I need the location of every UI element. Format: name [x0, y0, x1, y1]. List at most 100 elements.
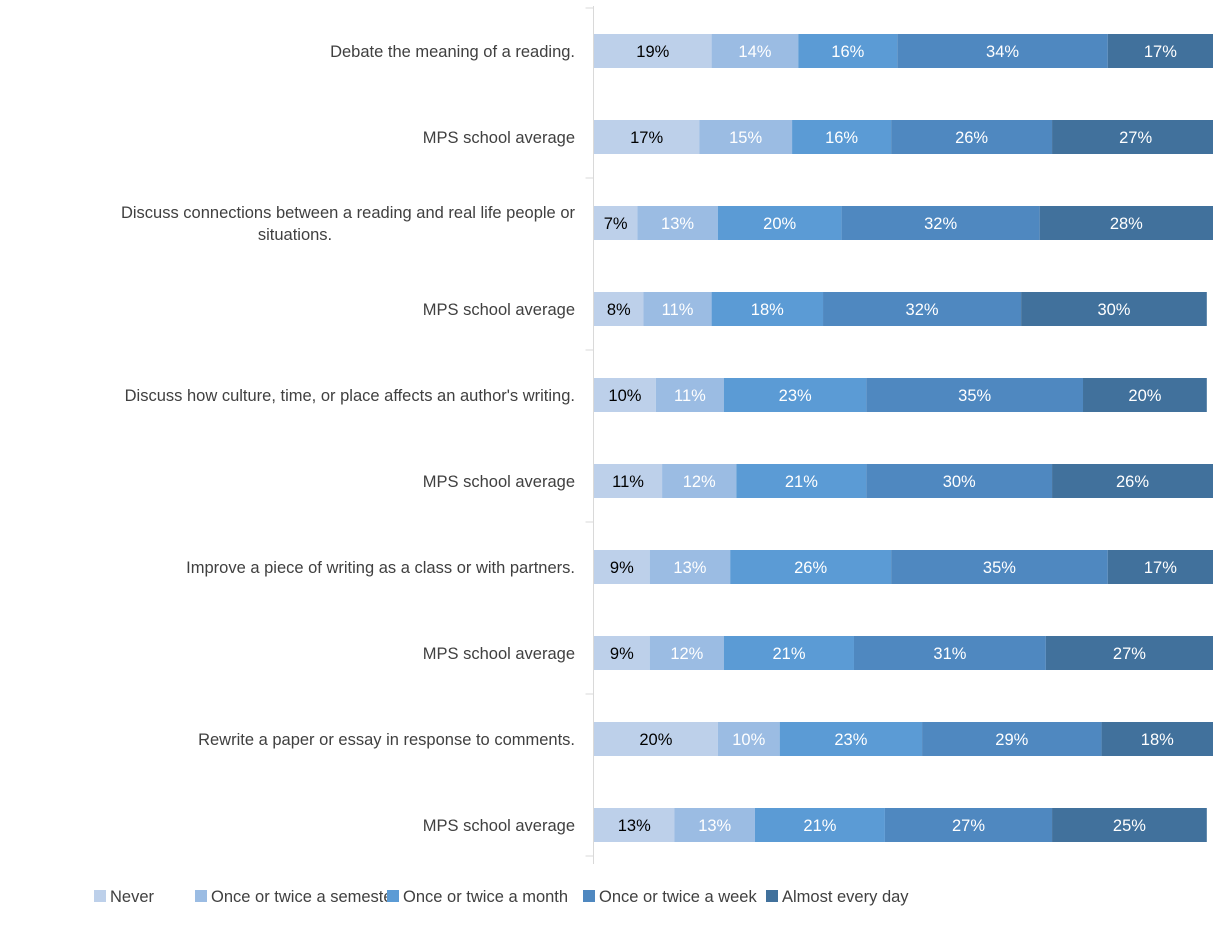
data-label-once-or-twice-a-week-row-9: 29%	[995, 731, 1028, 749]
category-label-row-6: MPS school average	[423, 473, 575, 491]
legend-label-almost-every-day: Almost every day	[782, 888, 909, 906]
bar-never-row-3	[594, 206, 638, 240]
bar-almost-every-day-row-1	[1107, 34, 1213, 68]
legend-label-once-or-twice-a-month: Once or twice a month	[403, 888, 568, 906]
data-label-once-or-twice-a-month-row-3: 20%	[763, 215, 796, 233]
data-label-almost-every-day-row-2: 27%	[1119, 129, 1152, 147]
data-label-never-row-3: 7%	[604, 215, 628, 233]
data-label-once-or-twice-a-semester-row-6: 12%	[683, 473, 716, 491]
bar-once-or-twice-a-month-row-8	[723, 636, 854, 670]
bar-almost-every-day-row-9	[1101, 722, 1213, 756]
data-label-never-row-1: 19%	[636, 43, 669, 61]
data-label-once-or-twice-a-week-row-7: 35%	[983, 559, 1016, 577]
bar-once-or-twice-a-month-row-4	[711, 292, 824, 326]
bar-once-or-twice-a-week-row-5	[866, 378, 1084, 412]
bar-once-or-twice-a-week-row-8	[853, 636, 1046, 670]
bar-almost-every-day-row-3	[1039, 206, 1213, 240]
bar-once-or-twice-a-month-row-3	[717, 206, 842, 240]
data-label-almost-every-day-row-8: 27%	[1113, 645, 1146, 663]
legend-swatch-almost-every-day	[766, 890, 778, 902]
data-label-once-or-twice-a-week-row-8: 31%	[933, 645, 966, 663]
data-label-never-row-4: 8%	[607, 301, 631, 319]
data-label-once-or-twice-a-week-row-1: 34%	[986, 43, 1019, 61]
bar-never-row-8	[594, 636, 650, 670]
data-label-once-or-twice-a-week-row-4: 32%	[906, 301, 939, 319]
bar-never-row-7	[594, 550, 650, 584]
bar-once-or-twice-a-week-row-2	[891, 120, 1053, 154]
data-label-once-or-twice-a-semester-row-2: 15%	[729, 129, 762, 147]
data-label-once-or-twice-a-semester-row-4: 11%	[662, 301, 694, 319]
bar-never-row-9	[594, 722, 718, 756]
data-label-almost-every-day-row-5: 20%	[1128, 387, 1161, 405]
bar-never-row-2	[594, 120, 700, 154]
bar-once-or-twice-a-week-row-9	[922, 722, 1102, 756]
data-label-once-or-twice-a-semester-row-10: 13%	[698, 817, 731, 835]
data-label-never-row-7: 9%	[610, 559, 634, 577]
bar-never-row-5	[594, 378, 656, 412]
data-label-once-or-twice-a-week-row-5: 35%	[958, 387, 991, 405]
bar-once-or-twice-a-semester-row-2	[699, 120, 793, 154]
bar-once-or-twice-a-week-row-10	[884, 808, 1053, 842]
bar-once-or-twice-a-semester-row-6	[662, 464, 737, 498]
data-label-never-row-2: 17%	[630, 129, 663, 147]
bar-once-or-twice-a-month-row-10	[754, 808, 885, 842]
data-label-almost-every-day-row-10: 25%	[1113, 817, 1146, 835]
bar-once-or-twice-a-week-row-7	[891, 550, 1108, 584]
category-label-row-4: MPS school average	[423, 301, 575, 319]
bar-almost-every-day-row-6	[1052, 464, 1213, 498]
bar-almost-every-day-row-8	[1045, 636, 1213, 670]
legend-swatch-once-or-twice-a-month	[387, 890, 399, 902]
data-label-once-or-twice-a-semester-row-7: 13%	[673, 559, 706, 577]
data-label-once-or-twice-a-month-row-6: 21%	[785, 473, 818, 491]
data-label-once-or-twice-a-semester-row-8: 12%	[670, 645, 703, 663]
data-label-never-row-6: 11%	[612, 473, 644, 491]
bar-once-or-twice-a-week-row-6	[866, 464, 1053, 498]
data-label-almost-every-day-row-9: 18%	[1141, 731, 1174, 749]
bar-once-or-twice-a-week-row-3	[841, 206, 1040, 240]
legend-swatch-once-or-twice-a-week	[583, 890, 595, 902]
data-label-almost-every-day-row-3: 28%	[1110, 215, 1143, 233]
data-label-almost-every-day-row-6: 26%	[1116, 473, 1149, 491]
bar-once-or-twice-a-month-row-1	[798, 34, 898, 68]
legend-label-once-or-twice-a-week: Once or twice a week	[599, 888, 757, 906]
legend-label-once-or-twice-a-semester: Once or twice a semester	[211, 888, 399, 906]
data-label-once-or-twice-a-month-row-4: 18%	[751, 301, 784, 319]
bar-once-or-twice-a-week-row-1	[897, 34, 1108, 68]
data-label-once-or-twice-a-semester-row-9: 10%	[732, 731, 765, 749]
data-label-never-row-9: 20%	[639, 731, 672, 749]
category-label-row-10: MPS school average	[423, 817, 575, 835]
data-label-once-or-twice-a-month-row-10: 21%	[803, 817, 836, 835]
data-label-once-or-twice-a-month-row-8: 21%	[772, 645, 805, 663]
category-label-row-1: Debate the meaning of a reading.	[330, 43, 575, 61]
bar-never-row-4	[594, 292, 644, 326]
category-label-row-3: situations.	[258, 226, 332, 244]
data-label-almost-every-day-row-7: 17%	[1144, 559, 1177, 577]
legend-label-never: Never	[110, 888, 155, 906]
category-label-row-9: Rewrite a paper or essay in response to …	[198, 731, 575, 749]
data-label-once-or-twice-a-semester-row-1: 14%	[738, 43, 771, 61]
bar-once-or-twice-a-semester-row-5	[655, 378, 724, 412]
bar-never-row-10	[594, 808, 675, 842]
bar-once-or-twice-a-semester-row-3	[637, 206, 718, 240]
bar-never-row-1	[594, 34, 712, 68]
bar-once-or-twice-a-month-row-6	[736, 464, 867, 498]
data-label-once-or-twice-a-week-row-6: 30%	[943, 473, 976, 491]
data-label-once-or-twice-a-month-row-1: 16%	[831, 43, 864, 61]
data-label-once-or-twice-a-month-row-9: 23%	[834, 731, 867, 749]
bar-once-or-twice-a-semester-row-4	[643, 292, 712, 326]
legend-swatch-once-or-twice-a-semester	[195, 890, 207, 902]
bar-almost-every-day-row-5	[1083, 378, 1207, 412]
bar-once-or-twice-a-month-row-9	[779, 722, 923, 756]
data-label-once-or-twice-a-month-row-2: 16%	[825, 129, 858, 147]
category-label-row-3: Discuss connections between a reading an…	[121, 204, 576, 222]
category-label-row-5: Discuss how culture, time, or place affe…	[125, 387, 575, 405]
bar-once-or-twice-a-month-row-7	[730, 550, 892, 584]
category-label-row-7: Improve a piece of writing as a class or…	[186, 559, 575, 577]
bar-once-or-twice-a-semester-row-9	[717, 722, 780, 756]
bar-almost-every-day-row-2	[1052, 120, 1213, 154]
data-label-once-or-twice-a-week-row-2: 26%	[955, 129, 988, 147]
data-label-once-or-twice-a-week-row-3: 32%	[924, 215, 957, 233]
category-label-row-2: MPS school average	[423, 129, 575, 147]
legend-swatch-never	[94, 890, 106, 902]
